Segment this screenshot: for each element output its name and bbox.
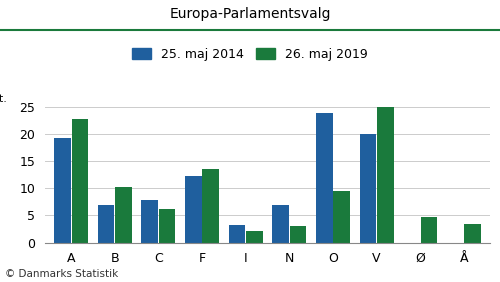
Text: © Danmarks Statistik: © Danmarks Statistik — [5, 269, 118, 279]
Bar — [98, 205, 114, 243]
Bar — [159, 210, 176, 243]
Legend: 25. maj 2014, 26. maj 2019: 25. maj 2014, 26. maj 2019 — [127, 43, 373, 66]
Bar — [202, 169, 219, 243]
Bar — [115, 187, 132, 243]
Bar — [464, 224, 481, 243]
Bar — [360, 134, 376, 243]
Bar — [272, 205, 289, 243]
Bar — [377, 107, 394, 243]
Bar — [334, 191, 350, 243]
Bar — [228, 225, 246, 243]
Bar — [142, 200, 158, 243]
Text: Pct.: Pct. — [0, 94, 8, 104]
Bar — [54, 138, 70, 243]
Bar — [246, 231, 262, 243]
Bar — [316, 113, 332, 243]
Bar — [185, 177, 202, 243]
Bar — [72, 119, 88, 243]
Text: Europa-Parlamentsvalg: Europa-Parlamentsvalg — [169, 7, 331, 21]
Bar — [420, 217, 437, 243]
Bar — [290, 226, 306, 243]
